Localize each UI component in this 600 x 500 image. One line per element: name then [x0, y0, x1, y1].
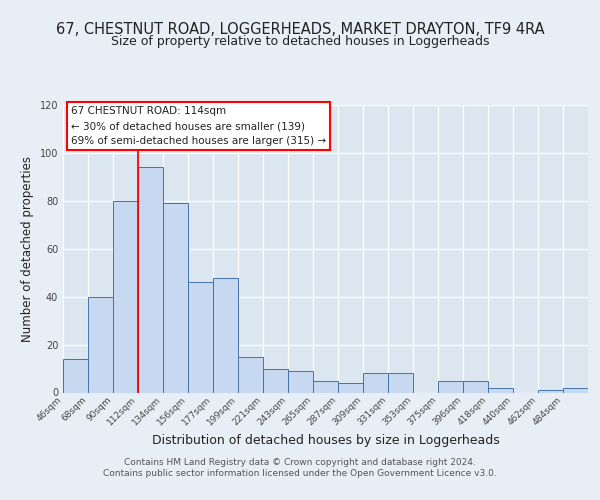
Bar — [538, 390, 563, 392]
Bar — [63, 359, 88, 392]
Bar — [363, 374, 388, 392]
Bar — [338, 383, 363, 392]
Y-axis label: Number of detached properties: Number of detached properties — [21, 156, 34, 342]
Bar — [263, 368, 288, 392]
Bar — [563, 388, 588, 392]
Bar — [313, 380, 338, 392]
Bar — [88, 296, 113, 392]
Text: 67 CHESTNUT ROAD: 114sqm
← 30% of detached houses are smaller (139)
69% of semi-: 67 CHESTNUT ROAD: 114sqm ← 30% of detach… — [71, 106, 326, 146]
Bar — [138, 168, 163, 392]
Bar — [388, 374, 413, 392]
Bar — [438, 380, 463, 392]
Bar — [163, 203, 188, 392]
Text: Contains HM Land Registry data © Crown copyright and database right 2024.: Contains HM Land Registry data © Crown c… — [124, 458, 476, 467]
Bar — [213, 278, 238, 392]
Bar — [113, 201, 138, 392]
Bar — [488, 388, 513, 392]
Text: 67, CHESTNUT ROAD, LOGGERHEADS, MARKET DRAYTON, TF9 4RA: 67, CHESTNUT ROAD, LOGGERHEADS, MARKET D… — [56, 22, 544, 38]
Text: Size of property relative to detached houses in Loggerheads: Size of property relative to detached ho… — [111, 35, 489, 48]
Bar — [463, 380, 488, 392]
Text: Contains public sector information licensed under the Open Government Licence v3: Contains public sector information licen… — [103, 469, 497, 478]
Bar — [288, 371, 313, 392]
Bar — [238, 356, 263, 392]
Bar — [188, 282, 213, 393]
X-axis label: Distribution of detached houses by size in Loggerheads: Distribution of detached houses by size … — [152, 434, 499, 448]
